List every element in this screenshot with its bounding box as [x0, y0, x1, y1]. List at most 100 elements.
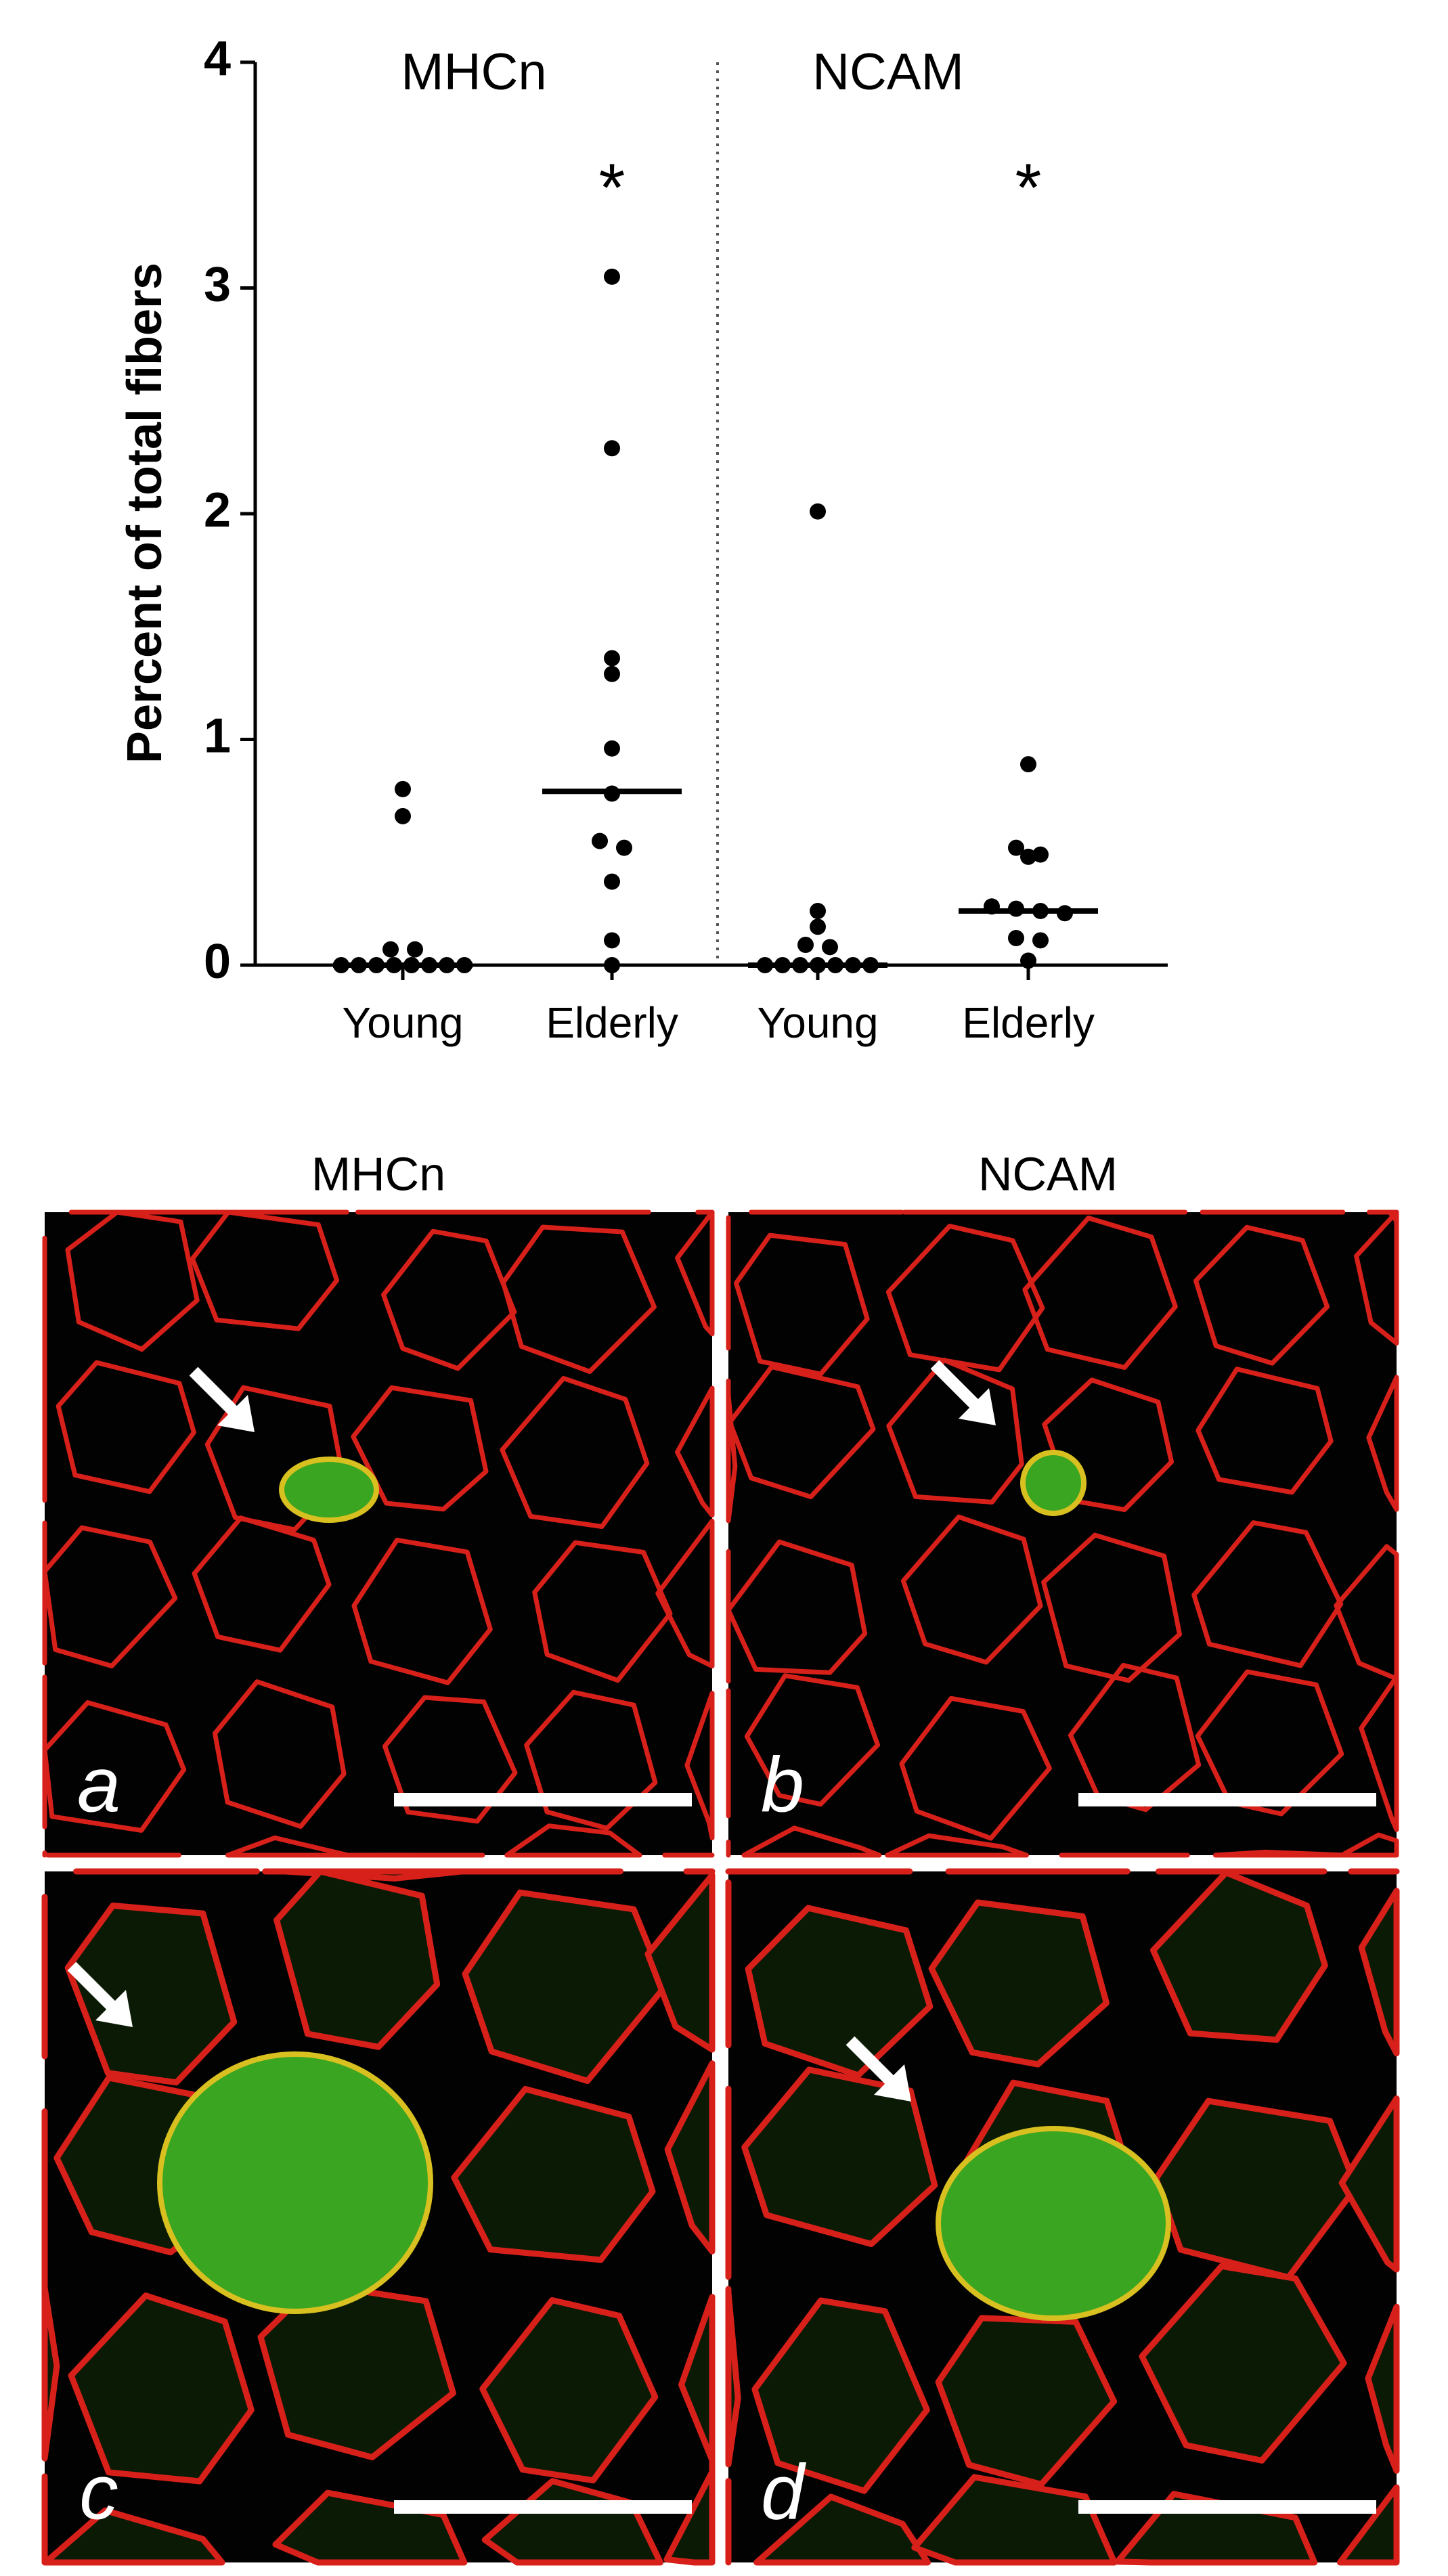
- cell-outline: [753, 2493, 931, 2566]
- scale-bar: [1078, 1793, 1376, 1806]
- cell-outline: [257, 2281, 456, 2461]
- cell-outline: [726, 1539, 868, 1675]
- y-tick-label: 2: [204, 483, 231, 537]
- cell-outline: [900, 1514, 1043, 1665]
- cell-outline: [741, 2066, 938, 2248]
- cell-outline: [524, 1689, 658, 1831]
- data-point: [395, 780, 411, 797]
- micrographs: a b c d: [41, 1209, 1400, 2566]
- data-point: [1008, 839, 1024, 856]
- data-point: [1020, 756, 1036, 773]
- cell-outline: [664, 2060, 716, 2255]
- cell-outline: [1195, 1367, 1334, 1495]
- cell-outline: [192, 1515, 332, 1653]
- group-title: NCAM: [812, 43, 964, 101]
- cell-outline: [462, 1889, 669, 2085]
- data-point: [604, 440, 620, 457]
- cell-outline: [663, 2468, 716, 2566]
- cell-outline: [886, 1357, 1024, 1505]
- cell-outline: [68, 2292, 255, 2485]
- cell-outline: [1068, 1662, 1202, 1813]
- data-point: [1008, 929, 1024, 946]
- arrow-head: [874, 2064, 911, 2102]
- cell-outline: [479, 2296, 659, 2484]
- data-point: [1032, 846, 1049, 863]
- panel-title: MHCn: [311, 1147, 445, 1200]
- panel-label: a: [77, 1741, 120, 1828]
- arrow-head: [95, 1990, 133, 2027]
- y-tick-label: 0: [204, 935, 231, 989]
- cell-outline: [1336, 2484, 1400, 2566]
- y-axis-label: Percent of total fibers: [118, 263, 172, 763]
- cell-outline: [928, 1899, 1110, 2068]
- significance-star: *: [1015, 150, 1042, 225]
- cell-outline: [190, 1209, 340, 1331]
- scale-bar: [394, 2500, 692, 2514]
- data-point: [797, 936, 814, 953]
- x-tick-label: Elderly: [962, 998, 1095, 1047]
- cell-outline: [911, 2474, 1118, 2566]
- cell-outline: [644, 1871, 716, 2053]
- panel-label: c: [79, 2449, 118, 2535]
- cell-outline: [1358, 1888, 1400, 2057]
- panel-label: b: [761, 1741, 804, 1828]
- cell-outline: [733, 1233, 870, 1377]
- cell-outline: [351, 1385, 489, 1512]
- cell-outline: [532, 1540, 673, 1683]
- data-point: [592, 832, 608, 849]
- cell-outline: [1191, 1520, 1344, 1668]
- cell-outline: [1338, 2095, 1400, 2273]
- stained-fiber: [1020, 1450, 1087, 1516]
- data-point: [822, 939, 838, 956]
- cell-outline: [1339, 1832, 1399, 1858]
- cell-outline: [504, 1823, 642, 1858]
- data-point: [604, 932, 620, 949]
- scale-bar: [394, 1793, 692, 1806]
- cell-outline: [1193, 1224, 1330, 1366]
- cell-outline: [1366, 1375, 1399, 1512]
- micrograph: [728, 1212, 1397, 1855]
- data-point: [604, 957, 620, 973]
- cell-outline: [726, 1378, 738, 1524]
- cell-outline: [741, 1825, 882, 1858]
- cell-outline: [42, 1700, 187, 1833]
- significance-star: *: [599, 150, 626, 225]
- cell-outline: [382, 1695, 518, 1824]
- x-tick-label: Young: [757, 998, 878, 1047]
- cell-outline: [1365, 2303, 1400, 2474]
- data-point: [604, 650, 620, 667]
- panel-title: NCAM: [978, 1147, 1118, 1200]
- cell-outline: [1195, 1669, 1344, 1817]
- cell-outline: [899, 1695, 1052, 1841]
- cell-outline: [42, 1525, 178, 1668]
- data-point: [810, 918, 826, 935]
- micrograph: [45, 1212, 712, 1855]
- data-point: [604, 740, 620, 757]
- data-point: [382, 941, 399, 958]
- cell-outline: [725, 2286, 741, 2468]
- cell-outline: [212, 1679, 347, 1829]
- cell-outline: [655, 1518, 715, 1669]
- panel-label: d: [761, 2449, 806, 2535]
- cell-outline: [1359, 1674, 1399, 1832]
- cell-outline: [675, 1209, 715, 1337]
- x-tick-label: Elderly: [546, 998, 678, 1047]
- data-point: [616, 839, 632, 856]
- cell-outline: [500, 1224, 657, 1375]
- y-tick-label: 1: [204, 709, 231, 763]
- data-point: [395, 807, 411, 824]
- arrow-head: [217, 1395, 255, 1432]
- x-tick-label: Young: [342, 998, 463, 1047]
- cell-outline: [351, 1537, 493, 1685]
- cell-outline: [675, 1385, 715, 1518]
- data-point: [604, 268, 620, 285]
- cell-outline: [885, 1224, 1045, 1373]
- cell-outline: [262, 1868, 465, 1882]
- data-point: [1020, 952, 1036, 969]
- cell-outline: [500, 1375, 650, 1530]
- data-point: [604, 665, 620, 682]
- stained-fiber: [279, 1457, 379, 1523]
- cell-outline: [204, 1385, 346, 1532]
- cell-outline: [1042, 1377, 1175, 1513]
